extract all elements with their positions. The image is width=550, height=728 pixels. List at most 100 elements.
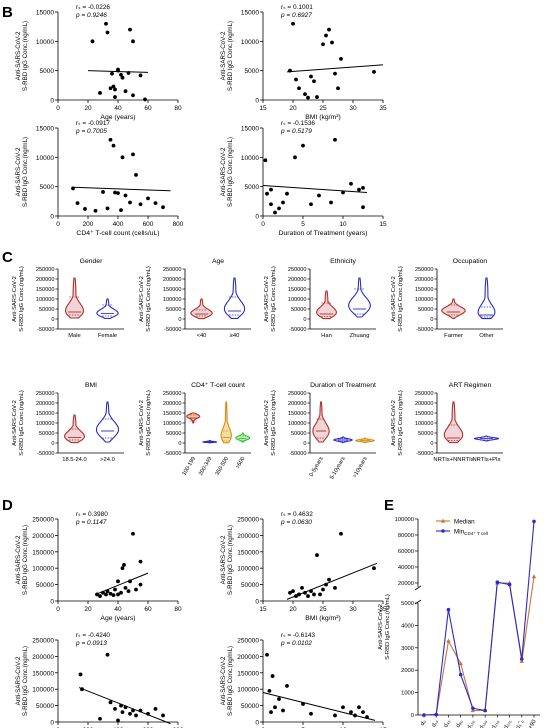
chart-c2-xtick-label: <40 bbox=[197, 333, 207, 339]
chart-e-series-median-point bbox=[458, 661, 463, 666]
chart-d1-xtick-label: 60 bbox=[144, 606, 152, 613]
chart-d2-xtick-label: 15 bbox=[259, 606, 267, 613]
chart-b3-ylabel: Anti-SARS-CoV-2S-RBD IgG Conc.(ng/mL) bbox=[15, 137, 29, 207]
chart-b3-point bbox=[161, 205, 165, 210]
chart-d1-ytick-label: 0 bbox=[50, 599, 54, 606]
chart-d2-point bbox=[312, 592, 316, 597]
chart-b1-xtick-label: 20 bbox=[84, 105, 92, 112]
chart-c4-violin bbox=[477, 277, 496, 320]
chart-e-series-min-point bbox=[422, 713, 426, 717]
chart-b3-fit-line bbox=[72, 186, 171, 192]
chart-d2-ylabel-line1: Anti-SARS-CoV-2 bbox=[220, 535, 227, 584]
chart-c5-ylabel: Anti-SARS-CoV-2S-RBD IgG Conc.(ng/mL) bbox=[12, 390, 25, 456]
chart-c8-ytick-label: 200000 bbox=[415, 401, 434, 407]
chart-c1-xtick-label: Female bbox=[98, 333, 117, 339]
chart-e-xtick-label: d₃‶₀ bbox=[514, 718, 525, 728]
chart-d2-ylabel-line2: S-RBD IgG Conc.(ng/mL) bbox=[227, 525, 234, 595]
chart-b2-ytick-label: 15000 bbox=[241, 10, 259, 17]
chart-c4-ytick-label: 100000 bbox=[415, 297, 434, 303]
chart-e-ytick-label: 1000 bbox=[401, 691, 414, 697]
chart-c8-ytick-label: 250000 bbox=[415, 391, 434, 397]
chart-c6-xtick-label: 200-349 bbox=[198, 456, 213, 477]
chart-b2-point bbox=[336, 86, 340, 91]
chart-b1-point bbox=[131, 39, 135, 44]
chart-d1-point bbox=[116, 579, 120, 584]
chart-d4-point bbox=[270, 674, 275, 678]
chart-e-series-min-point bbox=[483, 708, 487, 713]
chart-b2-point bbox=[315, 95, 319, 99]
chart-b2-point bbox=[297, 86, 301, 91]
chart-b3-ytick-label: 5000 bbox=[40, 184, 55, 191]
chart-d3-point bbox=[138, 708, 143, 713]
chart-b2-ylabel-line1: Anti-SARS-CoV-2 bbox=[220, 31, 227, 80]
chart-e-xtick-label: d₀ bbox=[420, 718, 428, 726]
chart-c3-xtick-label: Zhuang bbox=[350, 333, 370, 339]
chart-d1: 0 50000 100000 150000 200000 250000 0 20 40 60 80 A… bbox=[32, 511, 182, 622]
chart-b2: 0 5000 10000 15000 15 20 25 30 35 BMI (kg/m²) rₛ =… bbox=[241, 4, 387, 121]
chart-b3-point bbox=[153, 201, 158, 205]
chart-d3-ytick-label: 100000 bbox=[32, 687, 54, 694]
chart-e-legend-min-marker bbox=[441, 529, 445, 533]
chart-d4-stat-r: rₛ = -0.6143 bbox=[281, 632, 315, 639]
chart-d4-ytick-label: 0 bbox=[255, 720, 259, 727]
chart-e-xtick-label: d₁₄ bbox=[431, 718, 440, 728]
chart-c1-violin bbox=[96, 298, 119, 319]
chart-b4-point bbox=[273, 210, 277, 215]
chart-b4-point bbox=[269, 202, 273, 207]
chart-e-ylabel-line1: Anti-SARS-CoV-2 bbox=[378, 604, 384, 650]
chart-d2: 0 50000 100000 150000 200000 250000 15 20 25 30 35… bbox=[237, 511, 387, 622]
chart-c3-ytick-label: 50000 bbox=[291, 307, 307, 313]
chart-b4-point bbox=[281, 200, 285, 205]
chart-c8-ytick-label: -50000 bbox=[416, 451, 433, 457]
chart-b2-point bbox=[306, 95, 310, 100]
chart-c2-ylabel: Anti-SARS-CoV-2S-RBD IgG Conc.(ng/mL) bbox=[139, 266, 152, 332]
chart-c1-ylabel-line1: Anti-SARS-CoV-2 bbox=[12, 276, 18, 322]
chart-b2-point bbox=[309, 74, 313, 79]
chart-b4-ylabel-line2: S-RBD IgG Conc.(ng/mL) bbox=[227, 137, 234, 207]
chart-d1-xlabel: Age (years) bbox=[100, 615, 135, 622]
chart-b4-point bbox=[265, 191, 269, 196]
chart-b2-point bbox=[339, 57, 343, 61]
chart-d1-point bbox=[120, 566, 125, 571]
chart-e-xtick-label: d₄₂ bbox=[443, 719, 452, 728]
chart-d1-point bbox=[123, 585, 128, 590]
chart-d1-ylabel-line2: S-RBD IgG Conc.(ng/mL) bbox=[22, 525, 29, 595]
chart-d3-point bbox=[105, 652, 110, 657]
chart-b4-fit-line bbox=[262, 184, 368, 194]
chart-b3-point bbox=[131, 152, 135, 157]
chart-c8-ylabel-line2: S-RBD IgG Conc.(ng/mL) bbox=[398, 390, 404, 456]
chart-d1-ylabel: Anti-SARS-CoV-2S-RBD IgG Conc.(ng/mL) bbox=[15, 525, 29, 595]
chart-b1-point bbox=[143, 97, 147, 102]
chart-e-series-min-point bbox=[458, 672, 463, 677]
chart-c5-ytick-label: 150000 bbox=[36, 411, 55, 417]
chart-d4-ytick-label: 150000 bbox=[237, 670, 259, 677]
chart-e-series-min-point bbox=[495, 580, 500, 584]
chart-e-xtick-label: d₁₅₀ bbox=[479, 718, 489, 728]
chart-b3-stat-r: rₛ = -0.0917 bbox=[76, 120, 110, 127]
chart-b1-point bbox=[98, 91, 102, 95]
chart-c8-ytick-label: 50000 bbox=[418, 431, 434, 437]
chart-b3-ytick-label: 0 bbox=[50, 214, 54, 221]
chart-b3-ytick-label: 15000 bbox=[36, 126, 54, 133]
chart-d3-ytick-label: 150000 bbox=[32, 670, 54, 677]
chart-b2-ylabel-line2: S-RBD IgG Conc.(ng/mL) bbox=[227, 21, 234, 91]
chart-d2-point bbox=[339, 531, 343, 536]
chart-c2-violin bbox=[223, 277, 246, 319]
chart-d2-point bbox=[321, 587, 325, 592]
chart-c7-ytick-label: 100000 bbox=[288, 421, 307, 427]
chart-b3-point bbox=[128, 200, 132, 205]
chart-d1-point bbox=[134, 587, 138, 592]
chart-b4-xtick-label: 15 bbox=[379, 221, 387, 228]
chart-d3-point bbox=[131, 708, 135, 713]
chart-d4-point bbox=[277, 697, 281, 701]
chart-b4-xtick-label: 5 bbox=[301, 221, 305, 228]
chart-e-axis-break bbox=[414, 585, 422, 591]
chart-c6-violin bbox=[235, 432, 251, 443]
chart-c5-ytick-label: -50000 bbox=[37, 451, 54, 457]
chart-d4-ylabel-line1: Anti-SARS-CoV-2 bbox=[220, 656, 227, 705]
chart-c2-ylabel-line2: S-RBD IgG Conc.(ng/mL) bbox=[146, 266, 152, 332]
chart-b1-ylabel-line2: S-RBD IgG Conc.(ng/mL) bbox=[22, 21, 29, 91]
chart-d3-point bbox=[153, 706, 158, 711]
chart-d2-point bbox=[333, 585, 337, 590]
chart-b2-point bbox=[327, 27, 331, 32]
